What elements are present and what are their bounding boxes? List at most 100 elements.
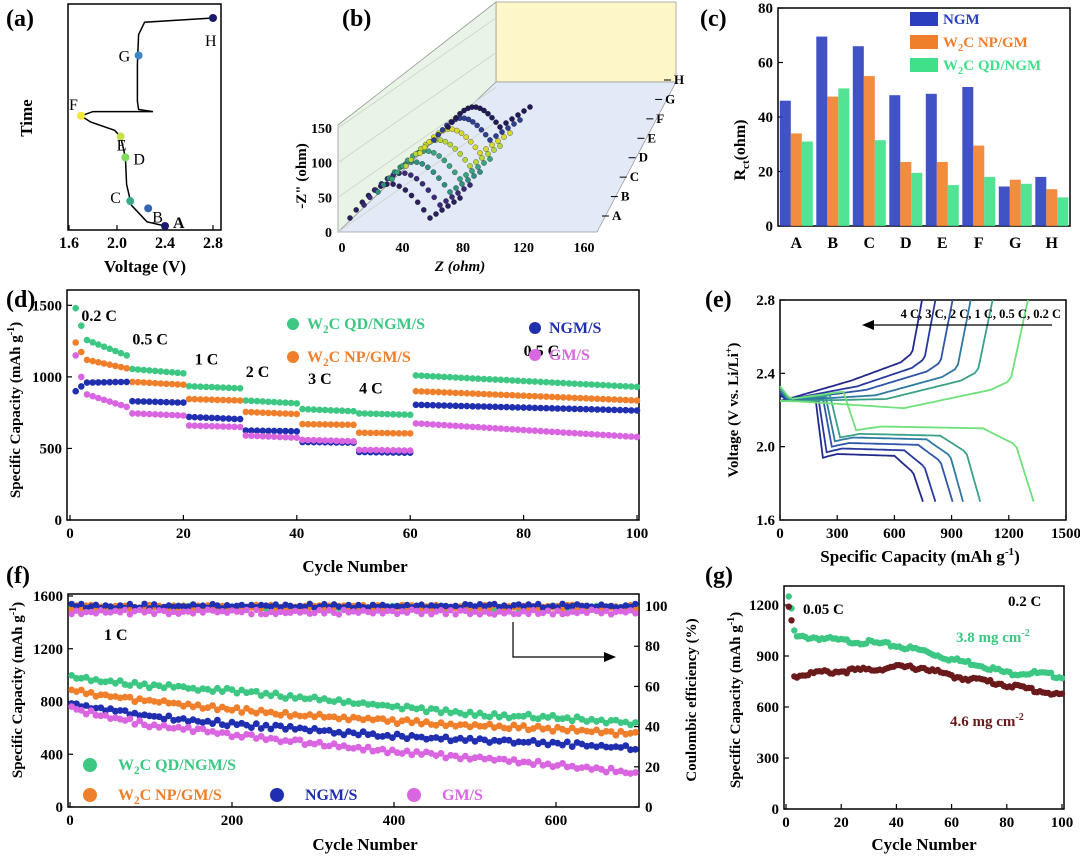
- panel-b-tail-4-4: [491, 147, 497, 153]
- panel-d-point-1-15: [151, 379, 159, 387]
- panel-e-y-tick-label-1: 2.0: [756, 440, 775, 456]
- panel-d-point-3-27: [219, 423, 227, 430]
- panel-d-point-0-55: [378, 410, 386, 418]
- panel-f-ce-3-662: [603, 607, 610, 615]
- panel-f-ce-3-620: [569, 608, 576, 615]
- panel-e-x-tick-label-3: 900: [940, 526, 963, 542]
- panel-d-point-1-76: [497, 391, 505, 399]
- panel-d-point-0-49: [344, 407, 352, 415]
- panel-d-point-1-26: [214, 396, 221, 404]
- panel-f-cap-0-656: [598, 716, 605, 724]
- panel-g-x-tick-label-4: 80: [999, 815, 1014, 831]
- panel-f-cap-0-8: [73, 674, 80, 682]
- panel-f-frame: [67, 593, 640, 808]
- panel-d-point-0-9: [117, 349, 125, 357]
- panel-b-depth-label-C: C: [630, 169, 639, 184]
- panel-b-point-3-7: [425, 148, 432, 154]
- panel-f-ce-3-518: [486, 610, 493, 617]
- panel-b-point-4-7: [437, 137, 444, 143]
- panel-d-point-1-93: [594, 395, 601, 403]
- panel-f-cap-3-218: [243, 731, 251, 738]
- panel-d-point-2-68: [452, 402, 459, 410]
- panel-d-point-3-80: [520, 426, 527, 434]
- panel-f-ce-2-626: [573, 601, 581, 608]
- panel-d-point-3-19: [174, 412, 181, 419]
- panel-d-point-0-15: [151, 367, 159, 375]
- panel-d-point-3-59: [401, 447, 408, 454]
- panel-d-point-1-55: [378, 429, 386, 437]
- panel-c-bar-H-1: [1046, 189, 1058, 226]
- panel-g-x-tick-label-5: 100: [1051, 815, 1074, 831]
- panel-f-ce-2-284: [296, 602, 304, 610]
- panel-d-point-0-47: [333, 407, 340, 414]
- panel-d-point-2-40: [293, 428, 301, 435]
- panel-f-cap-0-518: [486, 713, 493, 721]
- panel-d-point-0-87: [560, 379, 567, 387]
- panel-c-bar-F-2: [984, 176, 996, 226]
- panel-d-point-2-81: [526, 404, 533, 412]
- panel-f-ce-2-656: [598, 601, 605, 608]
- panel-d-point-0-21: [185, 382, 193, 390]
- panel-f-ce-2-560: [520, 603, 527, 610]
- panel-g-series-label-0-sup: -2: [1021, 628, 1029, 639]
- panel-d-legend-label-0-post: C QD/NGM/S: [329, 316, 426, 333]
- panel-d-point-0-23: [197, 383, 204, 391]
- panel-c-bar-D-2: [911, 172, 923, 226]
- panel-d-point-0-30: [236, 385, 244, 392]
- panel-f-cap-1-650: [593, 726, 600, 734]
- panel-d-point-1-53: [367, 429, 374, 437]
- panel-f-cap-2-122: [165, 712, 173, 720]
- panel-d-point-0-57: [389, 411, 397, 418]
- panel-f-ce-2-614: [564, 603, 571, 610]
- panel-f-ce-3-314: [321, 610, 328, 617]
- panel-f-cap-3-416: [403, 747, 411, 755]
- panel-d-point-3-76: [497, 425, 505, 432]
- panel-d-point-3-21: [185, 422, 193, 429]
- panel-f-ce-3-602: [554, 607, 561, 614]
- panel-f-cap-2-554: [515, 738, 523, 746]
- panel-d-point-1-42: [304, 420, 312, 428]
- panel-f-ce-3-272: [287, 609, 294, 616]
- panel-f-ce-2-104: [151, 601, 158, 608]
- panel-f-cap-2-338: [340, 731, 348, 739]
- panel-g-xlabel: Cycle Number: [871, 835, 977, 854]
- panel-f-ce-3-680: [617, 608, 624, 615]
- panel-f-cap-2-62: [116, 707, 124, 714]
- panel-f-ce-3-200: [228, 607, 236, 614]
- panel-f-ce-2-458: [437, 602, 445, 609]
- panel-f-cap-1-428: [413, 717, 421, 724]
- panel-d-point-3-97: [616, 432, 624, 440]
- panel-g-point-1-2: [788, 617, 795, 624]
- panel-f-ce-2-344: [345, 601, 352, 609]
- panel-f-cap-3-26: [87, 707, 95, 715]
- panel-d-point-1-11: [129, 378, 136, 386]
- panel-e-label: (e): [705, 287, 732, 313]
- panel-f-cap-0-596: [549, 711, 557, 719]
- panel-d-point-1-22: [191, 395, 198, 403]
- panel-f-cap-2-686: [622, 742, 630, 749]
- panel-d-point-3-96: [611, 432, 618, 439]
- panel-d-point-3-95: [605, 431, 612, 439]
- panel-d-point-0-40: [293, 400, 301, 407]
- panel-d-point-0-80: [520, 377, 527, 385]
- panel-d-point-0-53: [367, 410, 374, 418]
- panel-d-point-2-86: [554, 405, 561, 412]
- panel-c-bar-B-0: [816, 36, 828, 226]
- panel-f-cap-0-620: [568, 717, 576, 725]
- panel-b-point-6-8: [465, 116, 472, 123]
- panel-d-point-0-63: [423, 372, 431, 380]
- panel-b-grid-2: [337, 52, 497, 164]
- panel-d-point-1-59: [401, 430, 408, 437]
- panel-f-cap-3-578: [534, 757, 542, 765]
- panel-c-ylabel-unit: (ohm): [732, 120, 749, 161]
- panel-d-point-1-51: [355, 429, 363, 437]
- panel-g-ylabel-main: Specific Capacity (mAh g: [728, 625, 744, 788]
- panel-d-point-1-39: [287, 410, 295, 418]
- panel-d-point-1-3: [83, 356, 91, 364]
- panel-d-point-0-6: [100, 343, 108, 351]
- panel-d-point-3-2: [78, 373, 85, 381]
- panel-e-discharge-4: [779, 387, 982, 502]
- panel-f-ce-3-488: [462, 607, 469, 614]
